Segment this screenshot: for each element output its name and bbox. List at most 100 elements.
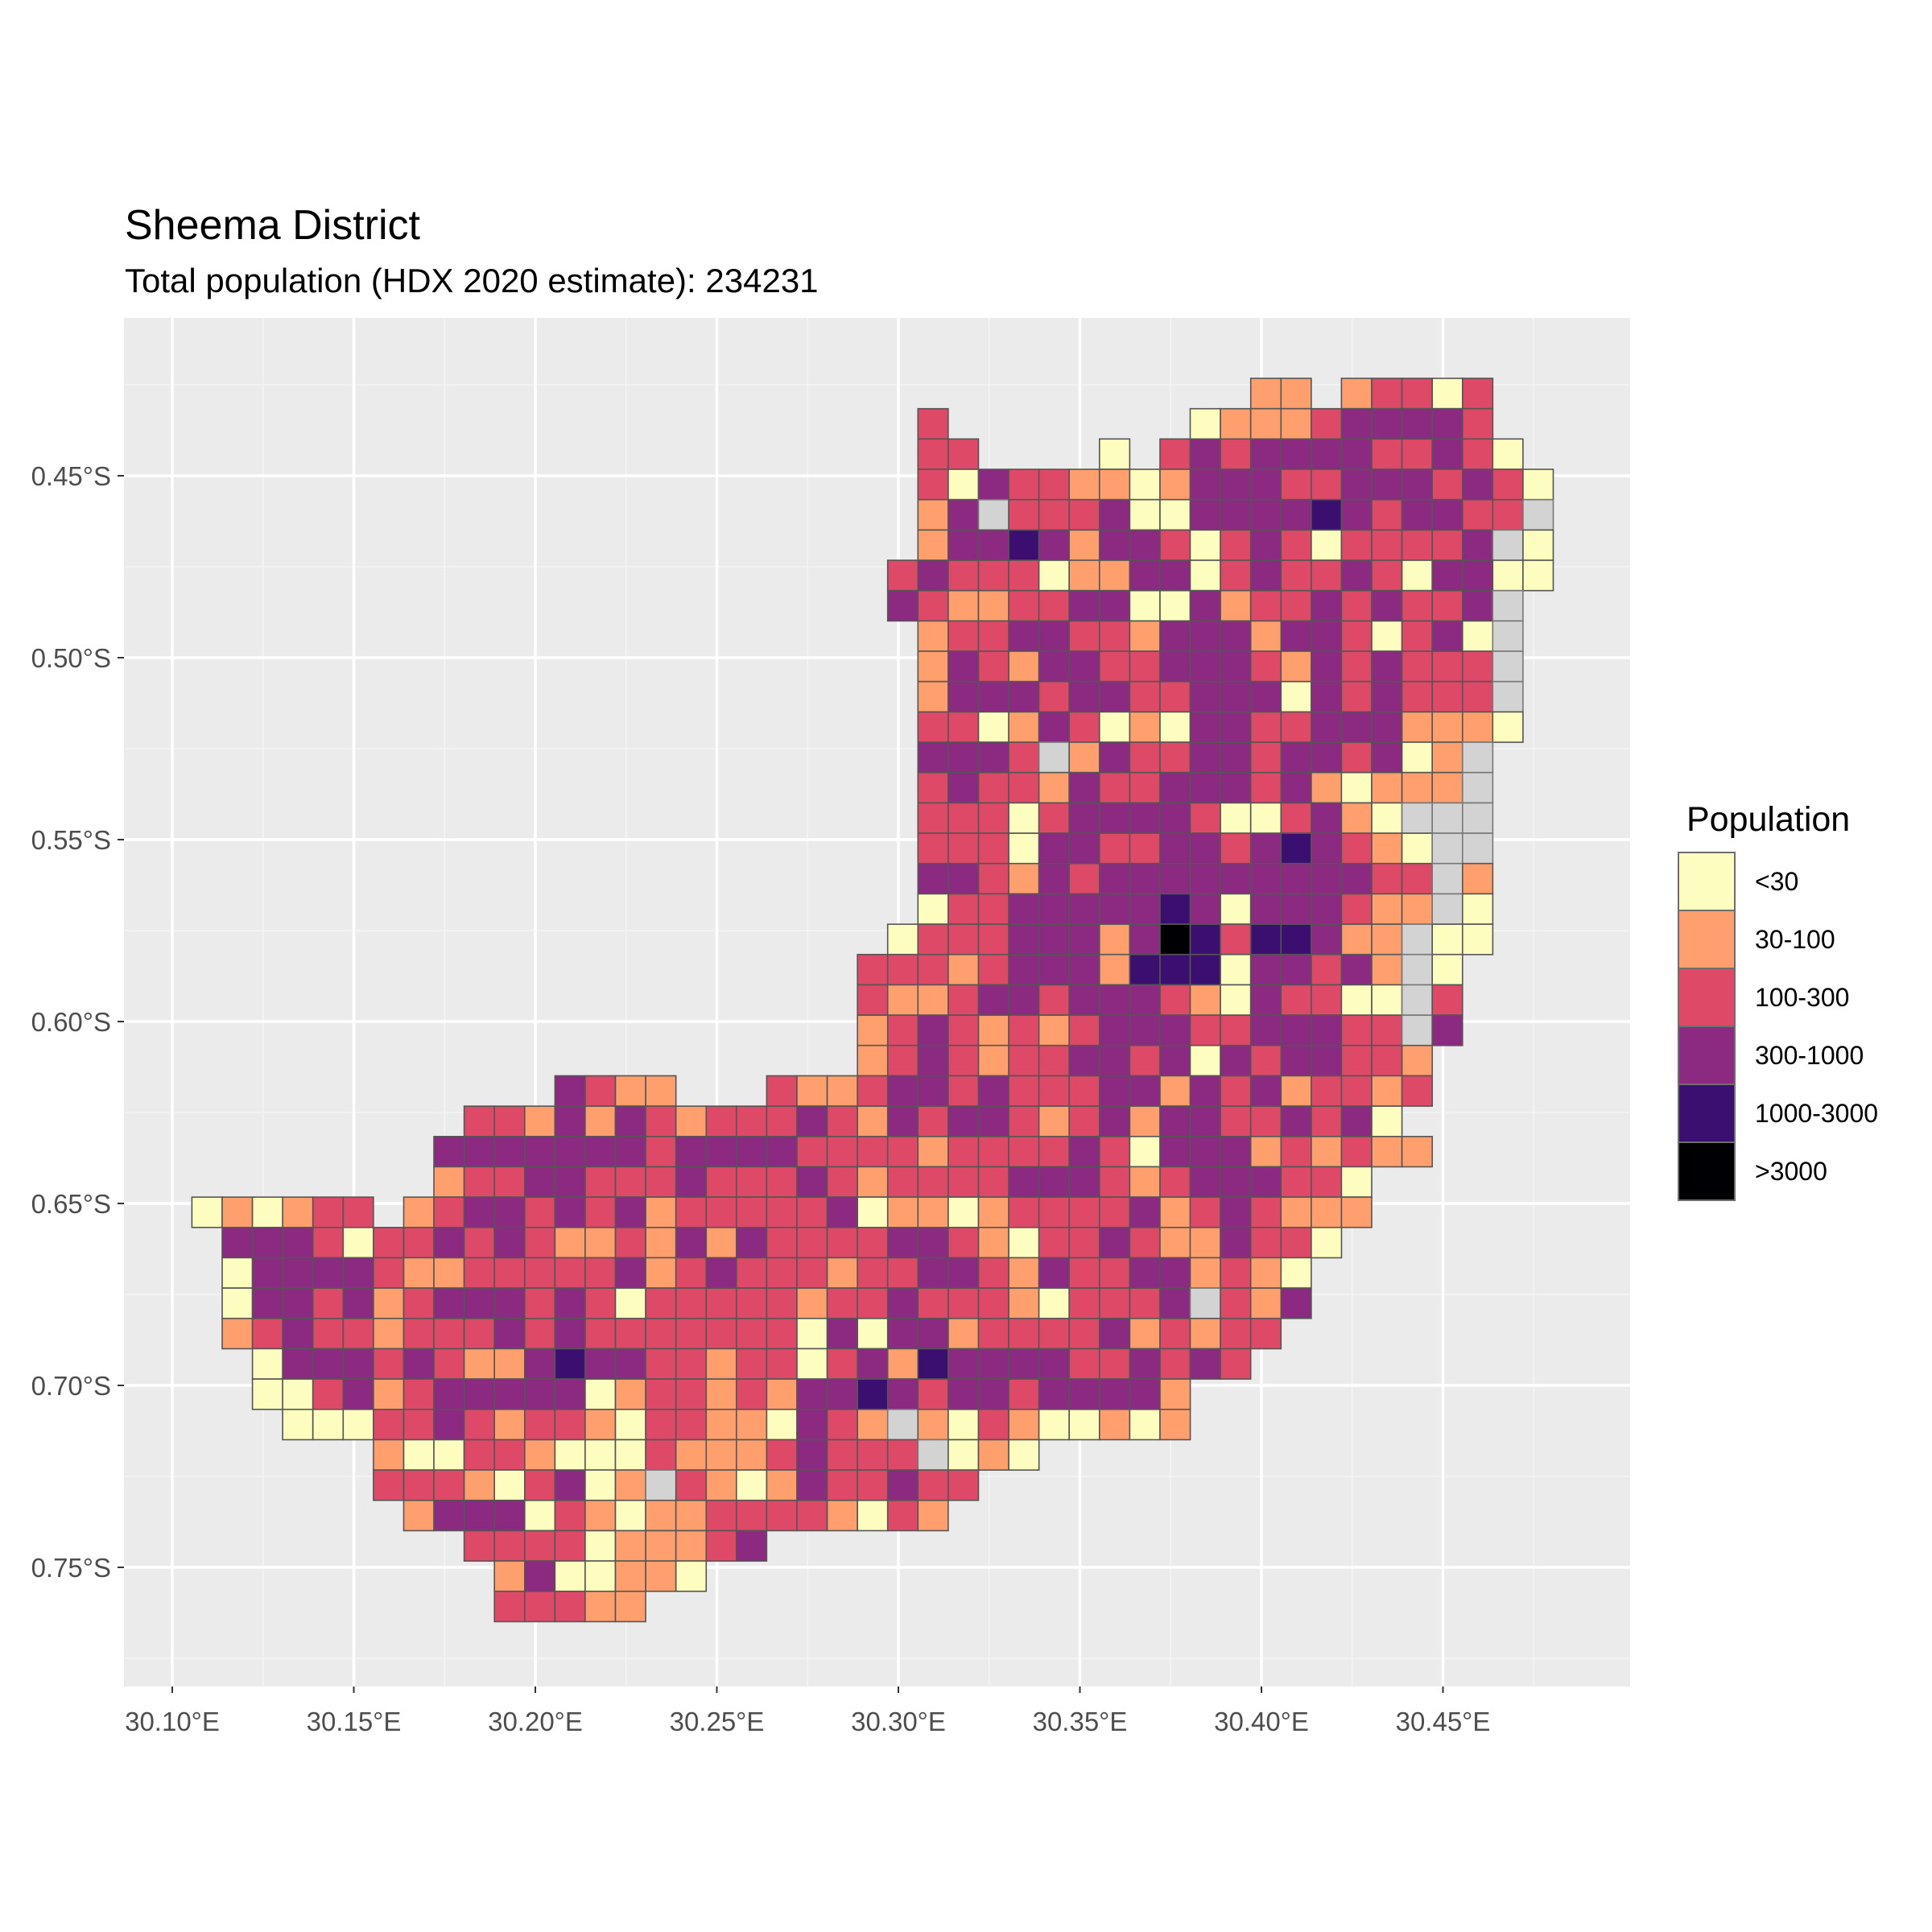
grid-cell — [1068, 559, 1100, 592]
grid-cell — [1008, 984, 1040, 1016]
grid-cell — [1340, 1196, 1373, 1228]
grid-cell — [766, 1378, 798, 1410]
grid-cell — [977, 1348, 1009, 1380]
grid-cell — [947, 771, 980, 804]
grid-cell — [1311, 1044, 1343, 1077]
legend-label: 30-100 — [1755, 925, 1835, 954]
grid-cell — [886, 1318, 919, 1350]
grid-cell — [1159, 923, 1191, 956]
grid-cell — [1099, 620, 1131, 652]
grid-cell — [1280, 1227, 1312, 1259]
grid-cell — [433, 1439, 465, 1471]
grid-cell — [1189, 620, 1221, 652]
grid-cell — [1431, 498, 1463, 531]
grid-cell — [886, 1378, 919, 1410]
grid-cell — [1159, 498, 1191, 531]
grid-cell — [977, 862, 1009, 895]
grid-cell — [947, 1348, 980, 1380]
y-tick-label: 0.45°S — [31, 461, 111, 491]
grid-cell — [1008, 741, 1040, 774]
grid-cell — [1159, 1257, 1191, 1289]
na-cell — [1462, 771, 1494, 804]
grid-cell — [282, 1227, 314, 1259]
grid-cell — [1431, 923, 1463, 956]
grid-cell — [675, 1439, 708, 1471]
grid-cell — [1099, 1166, 1131, 1198]
grid-cell — [1522, 559, 1554, 592]
x-axis: 30.10°E 30.15°E 30.20°E 30.25°E 30.30°E 30.35… — [125, 1686, 1490, 1736]
grid-cell — [433, 1227, 465, 1259]
grid-cell — [614, 1257, 646, 1289]
grid-cell — [1431, 741, 1463, 774]
grid-cell — [523, 1318, 556, 1350]
grid-cell — [463, 1105, 495, 1137]
grid-cell — [1462, 498, 1494, 531]
grid-cell — [1340, 438, 1373, 470]
na-cell — [1492, 650, 1524, 683]
grid-cell — [796, 1136, 828, 1168]
grid-cell — [523, 1439, 556, 1471]
grid-cell — [1038, 620, 1070, 652]
legend-key — [1678, 1026, 1736, 1085]
grid-cell — [1159, 953, 1191, 986]
grid-cell — [977, 1105, 1009, 1137]
grid-cell — [705, 1105, 737, 1137]
grid-cell — [1280, 589, 1312, 622]
grid-cell — [1340, 741, 1373, 774]
grid-cell — [1340, 953, 1373, 986]
grid-cell — [917, 1166, 949, 1198]
grid-cell — [826, 1409, 858, 1441]
grid-cell — [463, 1136, 495, 1168]
grid-cell — [523, 1530, 556, 1562]
grid-cell — [1522, 469, 1554, 501]
grid-cell — [1220, 1075, 1252, 1107]
grid-cell — [1249, 832, 1282, 865]
grid-cell — [373, 1227, 405, 1259]
grid-cell — [1189, 589, 1221, 622]
grid-cell — [977, 1318, 1009, 1350]
grid-cell — [1038, 1378, 1070, 1410]
grid-cell — [886, 1105, 919, 1137]
grid-cell — [1189, 1014, 1221, 1046]
grid-cell — [857, 1318, 889, 1350]
grid-cell — [1249, 1227, 1282, 1259]
grid-cell — [977, 529, 1009, 561]
grid-cell — [1311, 862, 1343, 895]
grid-cell — [373, 1257, 405, 1289]
grid-cell — [1280, 1044, 1312, 1077]
grid-cell — [705, 1196, 737, 1228]
grid-cell — [675, 1560, 708, 1592]
grid-cell — [917, 1469, 949, 1501]
grid-cell — [735, 1439, 768, 1471]
grid-cell — [1220, 1227, 1252, 1259]
grid-cell — [1099, 650, 1131, 683]
grid-cell — [523, 1287, 556, 1319]
grid-cell — [1340, 1044, 1373, 1077]
grid-cell — [796, 1196, 828, 1228]
grid-cell — [1371, 1075, 1403, 1107]
grid-cell — [917, 1044, 949, 1077]
grid-cell — [977, 589, 1009, 622]
grid-cell — [1008, 1257, 1040, 1289]
grid-cell — [1249, 680, 1282, 713]
grid-cell — [1462, 620, 1494, 652]
grid-cell — [947, 498, 980, 531]
grid-cell — [1311, 1105, 1343, 1137]
grid-cell — [1431, 953, 1463, 986]
grid-cell — [917, 1287, 949, 1319]
grid-cell — [977, 923, 1009, 956]
grid-cell — [1008, 1318, 1040, 1350]
grid-cell — [1462, 650, 1494, 683]
grid-cell — [1249, 620, 1282, 652]
grid-cell — [796, 1439, 828, 1471]
grid-cell — [886, 1348, 919, 1380]
grid-cell — [312, 1227, 345, 1259]
grid-cells — [191, 378, 1554, 1623]
grid-cell — [1462, 711, 1494, 743]
grid-cell — [1401, 771, 1433, 804]
grid-cell — [645, 1500, 677, 1532]
grid-cell — [1311, 438, 1343, 470]
grid-cell — [917, 1075, 949, 1107]
grid-cell — [1129, 680, 1161, 713]
grid-cell — [1068, 741, 1100, 774]
